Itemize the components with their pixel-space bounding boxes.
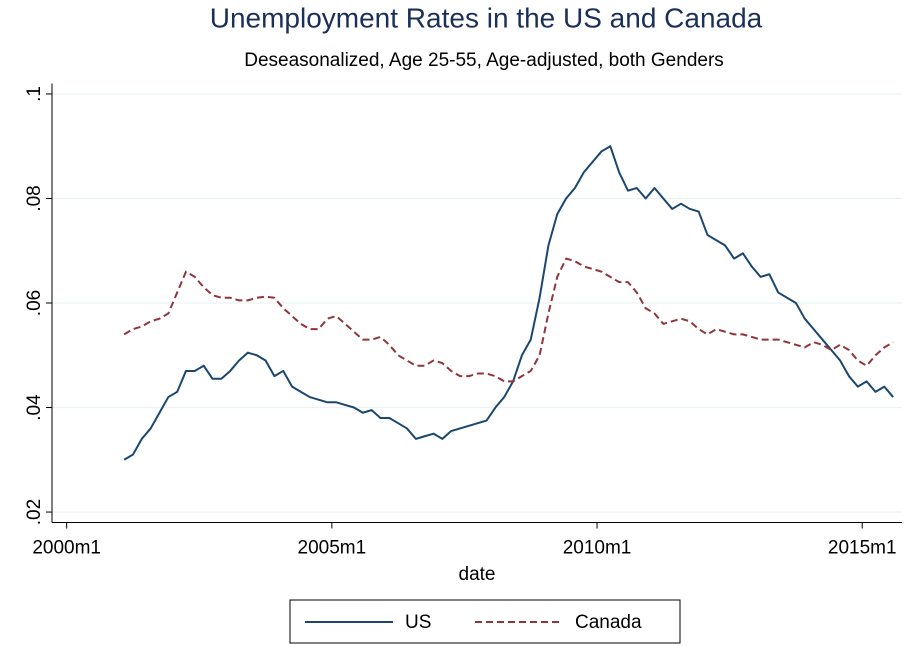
y-tick-label: .06 xyxy=(24,290,45,316)
x-axis-label: date xyxy=(459,564,496,585)
series-line xyxy=(123,145,894,461)
chart-title: Unemployment Rates in the US and Canada xyxy=(210,2,763,33)
x-tick-label: 2015m1 xyxy=(828,538,897,559)
x-tick-label: 2000m1 xyxy=(32,538,101,559)
y-tick-label: .02 xyxy=(24,499,45,525)
y-tick-label: .04 xyxy=(24,394,45,421)
chart-subtitle: Deseasonalized, Age 25-55, Age-adjusted,… xyxy=(244,50,724,71)
legend-label: Canada xyxy=(575,612,642,633)
y-tick-label: .1 xyxy=(24,86,45,102)
series-line xyxy=(123,257,894,383)
y-tick-label: .08 xyxy=(24,185,45,211)
x-tick-label: 2010m1 xyxy=(563,538,632,559)
x-tick-label: 2005m1 xyxy=(298,538,367,559)
legend-label: US xyxy=(405,612,431,633)
